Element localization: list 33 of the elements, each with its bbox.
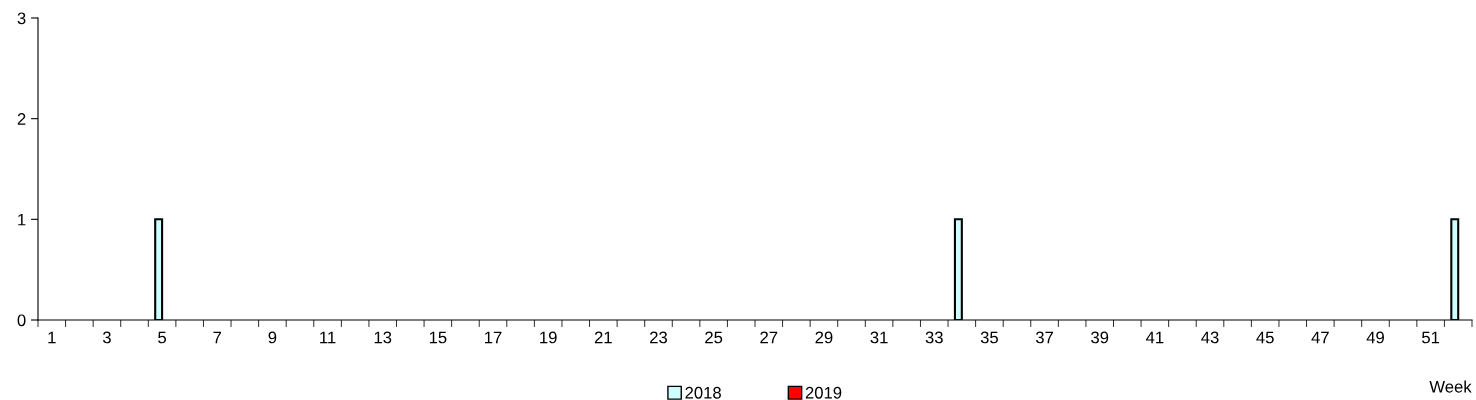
x-tick-label: 45 — [1256, 331, 1274, 344]
x-tick-label: 5 — [158, 331, 167, 344]
x-tick-label: 51 — [1422, 331, 1440, 344]
x-tick-label: 13 — [374, 331, 392, 344]
x-tick-label: 3 — [102, 331, 111, 344]
y-tick-label: 3 — [17, 12, 26, 25]
x-tick-label: 49 — [1366, 331, 1384, 344]
x-tick-label: 7 — [213, 331, 222, 344]
x-axis-title: Week — [1429, 380, 1472, 393]
y-tick-label: 0 — [17, 314, 26, 327]
x-tick-label: 21 — [594, 331, 612, 344]
x-tick-label: 19 — [540, 331, 557, 344]
x-tick-label: 47 — [1311, 331, 1329, 344]
y-tick-label: 2 — [17, 113, 26, 125]
x-tick-label: 1 — [48, 331, 56, 344]
x-tick-label: 39 — [1091, 331, 1109, 344]
x-tick-label: 9 — [268, 331, 277, 344]
x-tick-label: 41 — [1145, 331, 1164, 344]
x-tick-label: 27 — [760, 331, 778, 344]
x-tick-label: 15 — [429, 331, 447, 344]
x-tick-label: 35 — [980, 331, 998, 344]
x-tick-label: 11 — [320, 331, 336, 344]
x-tick-label: 37 — [1035, 331, 1053, 344]
legend-label: 2019 — [805, 386, 842, 399]
x-tick-label: 17 — [485, 331, 502, 344]
x-tick-label: 33 — [925, 331, 943, 344]
legend-label: 2018 — [685, 386, 721, 399]
x-tick-label: 43 — [1201, 331, 1219, 344]
x-tick-label: 31 — [870, 331, 888, 344]
x-tick-label: 25 — [705, 331, 723, 344]
y-tick-label: 1 — [18, 213, 26, 226]
x-tick-label: 23 — [650, 331, 668, 344]
x-tick-label: 29 — [815, 331, 833, 344]
